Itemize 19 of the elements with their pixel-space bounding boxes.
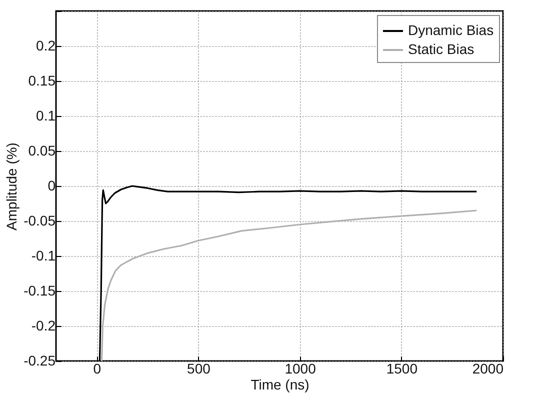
x-tick-label: 2000 — [472, 360, 504, 376]
y-tick-label: -0.1 — [31, 248, 56, 264]
y-tick-label: -0.25 — [24, 352, 56, 368]
x-tick-label: 500 — [187, 360, 211, 376]
x-tick-label: 0 — [93, 360, 102, 376]
y-tick-label: -0.15 — [24, 282, 56, 298]
legend-label: Dynamic Bias — [408, 22, 494, 38]
x-axis-title: Time (ns) — [250, 376, 310, 392]
x-tick-label: 1500 — [386, 360, 418, 376]
y-tick-label: 0.15 — [28, 72, 56, 88]
y-axis-title: Amplitude (%) — [4, 142, 20, 230]
y-tick-label: 0.2 — [36, 38, 56, 54]
y-tick-label: 0 — [48, 178, 56, 194]
y-tick-label: -0.05 — [24, 212, 56, 228]
x-tick-label: 1000 — [284, 360, 316, 376]
y-tick-label: 0.05 — [28, 142, 56, 158]
legend-label: Static Bias — [408, 41, 474, 57]
y-tick-label: 0.1 — [36, 108, 56, 124]
y-tick-label: -0.2 — [31, 318, 56, 334]
